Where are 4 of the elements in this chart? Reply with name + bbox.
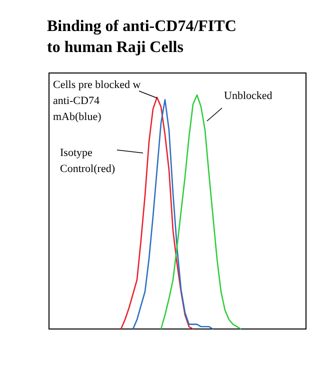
series-label: Cells pre blocked w anti-CD74 mAb(blue)	[53, 79, 141, 123]
chart-title: Binding of anti-CD74/FITC to human Raji Cells	[47, 18, 236, 56]
text: Unblocked	[224, 90, 273, 102]
text: Isotype Control(red)	[60, 147, 116, 175]
